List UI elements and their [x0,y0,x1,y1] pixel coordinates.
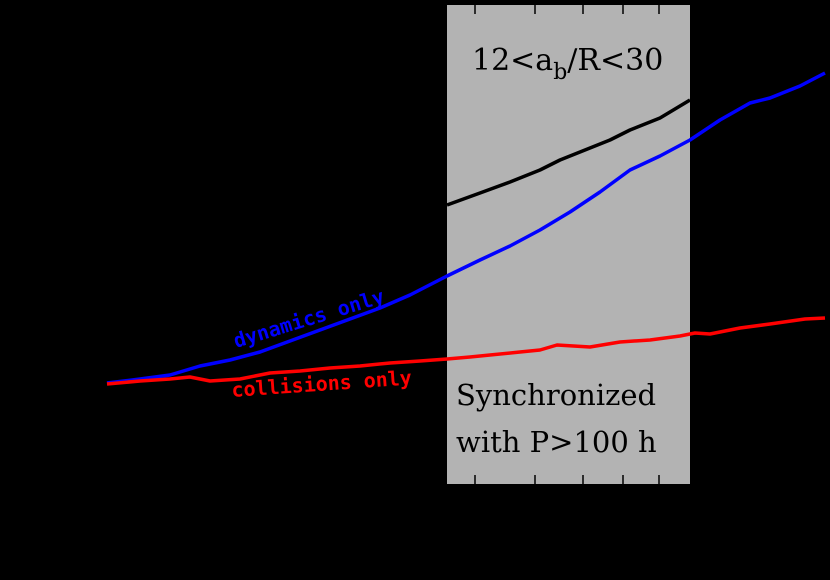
shaded-rect [447,5,690,484]
shaded-region-ticks [474,5,660,484]
series-line-12-a-b-r-30 [446,98,691,207]
shaded-region [447,5,690,484]
region-bottom-label-line2: with P>100 h [456,425,657,459]
region-bottom-label-line1: Synchronized [456,378,656,412]
series-lines [106,71,826,386]
series-line-dynamics-only [106,71,826,385]
region-top-label: 12<ab/R<30 [472,43,663,85]
series-line-collisions-only [106,316,826,386]
